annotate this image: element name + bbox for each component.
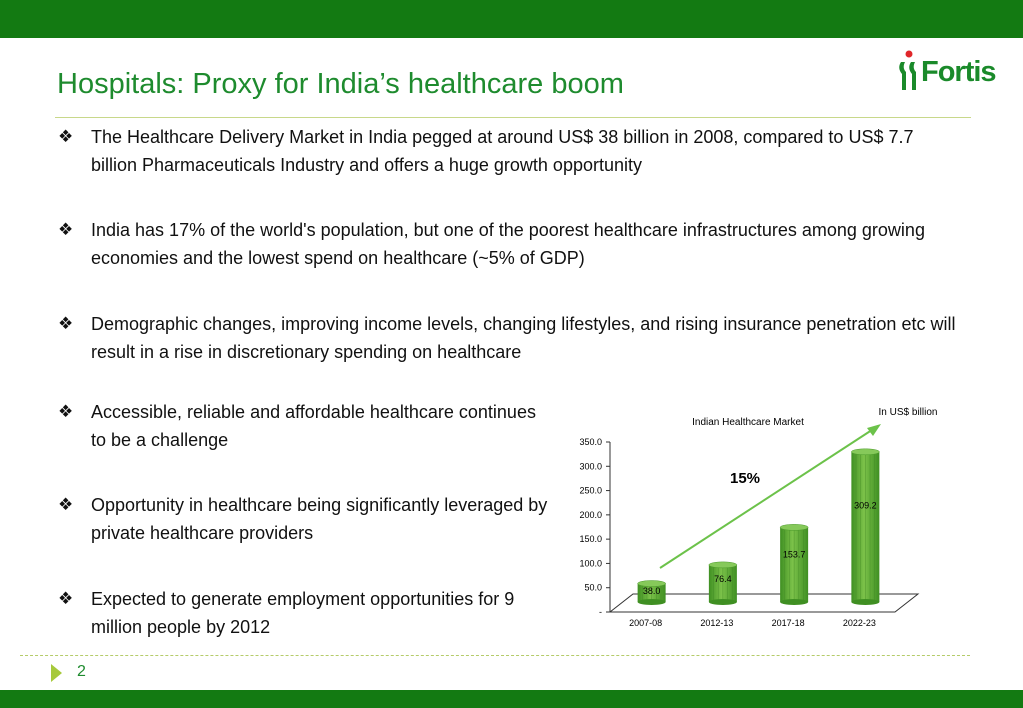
bar-data-label: 309.2 bbox=[854, 500, 877, 510]
diamond-bullet-icon: ❖ bbox=[58, 127, 74, 146]
bar-base bbox=[780, 599, 809, 605]
y-tick-label: 150.0 bbox=[579, 534, 602, 544]
bar-2012-13: 76.4 bbox=[708, 561, 738, 605]
page-number: 2 bbox=[77, 663, 86, 680]
bar-cap bbox=[779, 524, 809, 531]
fortis-emblem-icon bbox=[899, 50, 916, 90]
bullet-text: Demographic changes, improving income le… bbox=[91, 314, 956, 362]
top-brand-bar bbox=[0, 0, 1023, 38]
y-tick-label: - bbox=[599, 607, 602, 617]
bullet-text: Accessible, reliable and affordable heal… bbox=[91, 402, 536, 450]
bar-series: 38.0 76.4 153.7 309.2 bbox=[637, 448, 880, 605]
growth-annotation: 15% bbox=[730, 470, 760, 487]
growth-arrow-line bbox=[659, 425, 879, 569]
y-tick-label: 100.0 bbox=[579, 558, 602, 568]
diamond-bullet-icon: ❖ bbox=[58, 402, 74, 421]
fortis-logo: Fortis bbox=[895, 48, 1017, 94]
bar-base bbox=[851, 599, 880, 605]
bar-2017-18: 153.7 bbox=[779, 524, 809, 605]
slide-title: Hospitals: Proxy for India’s healthcare … bbox=[57, 68, 624, 100]
triangle-right-icon bbox=[51, 664, 62, 682]
bar-base bbox=[708, 599, 737, 605]
title-divider bbox=[55, 117, 971, 118]
y-tick-label: 300.0 bbox=[579, 461, 602, 471]
bar-cap bbox=[851, 448, 880, 456]
diamond-bullet-icon: ❖ bbox=[58, 589, 74, 608]
bar-base bbox=[637, 599, 666, 605]
bullet-text: Opportunity in healthcare being signific… bbox=[91, 495, 548, 543]
x-axis: 2007-08 2012-13 2017-18 2022-23 bbox=[610, 611, 895, 628]
y-tick-label: 200.0 bbox=[579, 510, 602, 520]
diamond-bullet-icon: ❖ bbox=[58, 220, 74, 239]
bar-data-label: 153.7 bbox=[783, 549, 806, 559]
bar-data-label: 76.4 bbox=[714, 574, 732, 584]
bullet-text: The Healthcare Delivery Market in India … bbox=[91, 127, 914, 175]
x-tick-label: 2022-23 bbox=[843, 618, 876, 628]
x-tick-label: 2012-13 bbox=[700, 618, 733, 628]
bottom-brand-bar bbox=[0, 690, 1023, 708]
logo-wordmark: Fortis bbox=[921, 56, 997, 88]
diamond-bullet-icon: ❖ bbox=[58, 314, 74, 333]
healthcare-market-chart: Indian Healthcare Market In US$ billion … bbox=[579, 407, 938, 628]
footer-divider bbox=[20, 655, 970, 656]
chart-title: Indian Healthcare Market bbox=[692, 417, 804, 428]
y-axis: - 50.0 100.0 150.0 200.0 250.0 300.0 350.0 bbox=[579, 437, 611, 617]
x-tick-label: 2007-08 bbox=[629, 618, 662, 628]
bullet-text: India has 17% of the world's population,… bbox=[91, 220, 925, 268]
bullet-text: Expected to generate employment opportun… bbox=[91, 589, 515, 637]
bar-data-label: 38.0 bbox=[643, 586, 661, 596]
y-tick-label: 250.0 bbox=[579, 486, 602, 496]
y-tick-label: 350.0 bbox=[579, 437, 602, 447]
x-tick-label: 2017-18 bbox=[772, 618, 805, 628]
diamond-bullet-icon: ❖ bbox=[58, 495, 74, 514]
bar-cap bbox=[637, 580, 666, 587]
growth-arrow-head-icon bbox=[867, 424, 881, 436]
chart-unit-note: In US$ billion bbox=[879, 407, 938, 418]
bar-2007-08: 38.0 bbox=[637, 580, 666, 605]
bar-cap bbox=[708, 561, 738, 569]
bar-2022-23: 309.2 bbox=[851, 448, 880, 605]
y-tick-label: 50.0 bbox=[584, 583, 602, 593]
